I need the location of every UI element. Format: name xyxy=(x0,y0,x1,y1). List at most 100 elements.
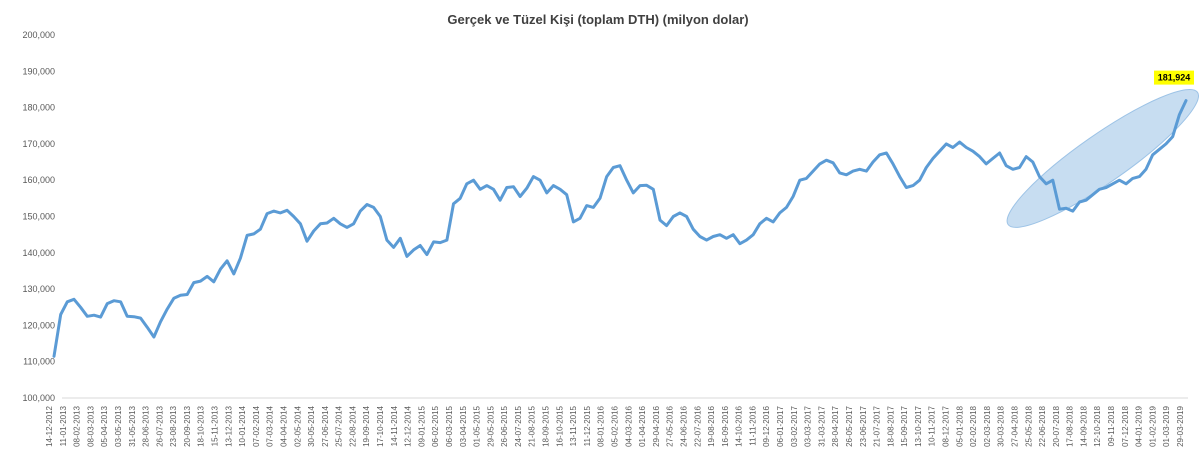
x-tick-label: 09-11-2018 xyxy=(1107,405,1116,446)
x-tick-label: 07-03-2014 xyxy=(266,405,275,446)
x-tick-label: 18-10-2013 xyxy=(197,405,206,446)
x-tick-label: 11-01-2013 xyxy=(59,405,68,446)
y-tick-label: 140,000 xyxy=(22,248,55,258)
x-tick-label: 13-11-2015 xyxy=(569,405,578,446)
x-tick-label: 04-01-2019 xyxy=(1135,405,1144,446)
x-tick-label: 06-03-2015 xyxy=(445,405,454,446)
x-tick-label: 25-05-2018 xyxy=(1024,405,1033,446)
x-tick-label: 29-04-2016 xyxy=(652,405,661,446)
x-tick-label: 15-11-2013 xyxy=(211,405,220,446)
x-tick-label: 21-07-2017 xyxy=(873,405,882,446)
x-tick-label: 15-09-2017 xyxy=(900,405,909,446)
x-tick-label: 08-12-2017 xyxy=(942,405,951,446)
x-tick-label: 21-08-2015 xyxy=(528,405,537,446)
y-tick-label: 190,000 xyxy=(22,66,55,76)
x-tick-label: 22-07-2016 xyxy=(693,405,702,446)
x-tick-label: 14-09-2018 xyxy=(1080,405,1089,446)
x-tick-label: 31-05-2013 xyxy=(128,405,137,446)
x-tick-label: 27-04-2018 xyxy=(1011,405,1020,446)
chart-title: Gerçek ve Tüzel Kişi (toplam DTH) (milyo… xyxy=(447,12,748,27)
y-tick-label: 130,000 xyxy=(22,284,55,294)
x-tick-label: 01-02-2019 xyxy=(1148,405,1157,446)
x-tick-label: 27-06-2014 xyxy=(321,405,330,446)
x-tick-label: 04-04-2014 xyxy=(280,405,289,446)
x-tick-label: 11-11-2016 xyxy=(748,405,757,445)
y-tick-label: 180,000 xyxy=(22,103,55,113)
y-tick-label: 160,000 xyxy=(22,175,55,185)
x-tick-label: 04-03-2016 xyxy=(624,405,633,446)
x-tick-label: 29-05-2015 xyxy=(486,405,495,446)
x-tick-label: 11-12-2015 xyxy=(583,405,592,446)
x-tick-label: 03-03-2017 xyxy=(804,405,813,446)
x-tick-label: 09-01-2015 xyxy=(417,405,426,446)
x-tick-label: 16-10-2015 xyxy=(555,405,564,446)
x-tick-label: 13-12-2013 xyxy=(224,405,233,446)
x-tick-label: 19-08-2016 xyxy=(707,405,716,446)
x-tick-label: 30-03-2018 xyxy=(997,405,1006,446)
x-tick-label: 20-09-2013 xyxy=(183,405,192,446)
x-tick-label: 24-07-2015 xyxy=(514,405,523,446)
x-tick-label: 12-12-2014 xyxy=(404,405,413,446)
x-tick-label: 01-05-2015 xyxy=(473,405,482,446)
x-tick-label: 26-06-2015 xyxy=(500,405,509,446)
x-tick-label: 14-11-2014 xyxy=(390,405,399,446)
x-tick-label: 22-06-2018 xyxy=(1038,405,1047,446)
x-tick-label: 23-08-2013 xyxy=(169,405,178,446)
x-tick-label: 08-02-2013 xyxy=(73,405,82,446)
x-tick-label: 10-01-2014 xyxy=(238,405,247,446)
x-tick-label: 05-02-2016 xyxy=(611,405,620,446)
x-tick-label: 18-09-2015 xyxy=(542,405,551,446)
x-tick-label: 20-07-2018 xyxy=(1052,405,1061,446)
value-callout: 181,924 xyxy=(1154,70,1194,85)
x-tick-label: 31-03-2017 xyxy=(817,405,826,446)
x-tick-label: 14-12-2012 xyxy=(45,405,54,446)
x-tick-label: 02-05-2014 xyxy=(293,405,302,446)
x-tick-label: 25-07-2014 xyxy=(335,405,344,446)
y-tick-label: 170,000 xyxy=(22,139,55,149)
x-tick-label: 06-02-2015 xyxy=(431,405,440,446)
x-tick-label: 19-09-2014 xyxy=(362,405,371,446)
x-tick-label: 03-02-2017 xyxy=(790,405,799,446)
x-tick-label: 14-10-2016 xyxy=(735,405,744,446)
callout-label: 181,924 xyxy=(1158,73,1191,83)
y-axis: 100,000 110,000 120,000 130,000 140,000 150,0… xyxy=(22,30,55,403)
x-tick-label: 06-01-2017 xyxy=(776,405,785,446)
x-tick-label: 05-01-2018 xyxy=(955,405,964,446)
x-tick-label: 23-06-2017 xyxy=(859,405,868,446)
x-tick-label: 05-04-2013 xyxy=(100,405,109,446)
x-tick-label: 03-05-2013 xyxy=(114,405,123,446)
callout-highlight xyxy=(1154,70,1194,85)
x-tick-label: 22-08-2014 xyxy=(348,405,357,446)
x-tick-label: 17-10-2014 xyxy=(376,405,385,446)
y-tick-label: 200,000 xyxy=(22,30,55,40)
x-tick-label: 08-03-2013 xyxy=(86,405,95,446)
series-group xyxy=(52,99,1188,358)
x-tick-label: 24-06-2016 xyxy=(680,405,689,446)
x-axis: 14-12-2012 11-01-2013 08-02-2013 08-03-2013… xyxy=(45,397,1188,447)
x-tick-label: 07-02-2014 xyxy=(252,405,261,446)
x-tick-label: 09-12-2016 xyxy=(762,405,771,446)
x-tick-label: 28-04-2017 xyxy=(831,405,840,446)
series-line xyxy=(52,99,1188,358)
y-tick-label: 120,000 xyxy=(22,320,55,330)
x-tick-label: 10-11-2017 xyxy=(928,405,937,446)
x-tick-label: 01-03-2019 xyxy=(1162,405,1171,446)
y-tick-label: 150,000 xyxy=(22,212,55,222)
x-tick-label: 30-05-2014 xyxy=(307,405,316,446)
x-tick-label: 17-08-2018 xyxy=(1066,405,1075,446)
x-tick-label: 02-02-2018 xyxy=(969,405,978,446)
x-tick-label: 12-10-2018 xyxy=(1093,405,1102,446)
x-tick-label: 13-10-2017 xyxy=(914,405,923,446)
x-tick-label: 01-04-2016 xyxy=(638,405,647,446)
x-tick-label: 28-06-2013 xyxy=(142,405,151,446)
x-tick-label: 18-08-2017 xyxy=(886,405,895,446)
x-tick-label: 07-12-2018 xyxy=(1121,405,1130,446)
x-tick-label: 29-03-2019 xyxy=(1176,405,1185,446)
x-tick-label: 03-04-2015 xyxy=(459,405,468,446)
x-tick-label: 27-05-2016 xyxy=(666,405,675,446)
x-tick-label: 16-09-2016 xyxy=(721,405,730,446)
x-tick-label: 02-03-2018 xyxy=(983,405,992,446)
y-tick-label: 100,000 xyxy=(22,393,55,403)
x-tick-label: 26-05-2017 xyxy=(845,405,854,446)
